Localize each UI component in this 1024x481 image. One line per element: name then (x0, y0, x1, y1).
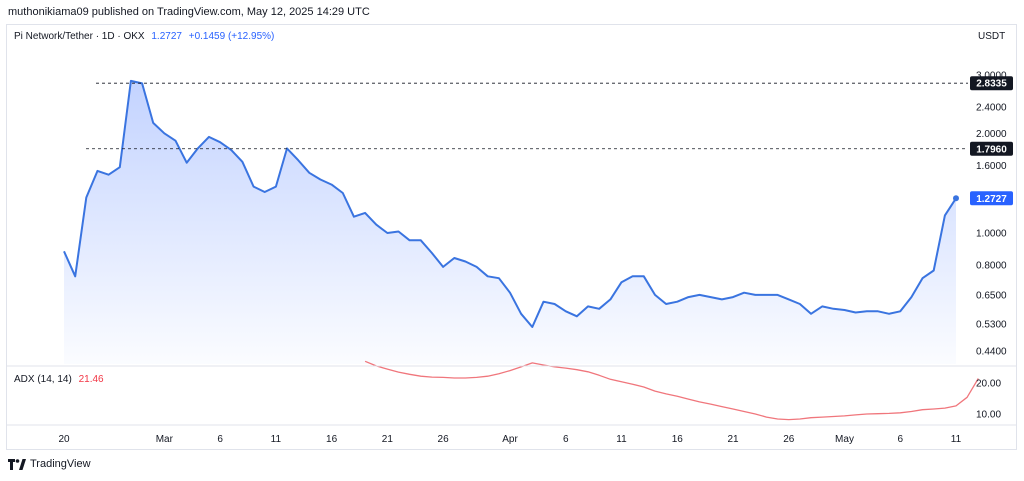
symbol-legend: Pi Network/Tether · 1D · OKX 1.2727 +0.1… (14, 31, 274, 42)
y-tick-label: 1.0000 (976, 228, 1007, 239)
x-tick-label: 16 (326, 434, 338, 445)
y-tick-label: 1.6000 (976, 161, 1007, 172)
x-tick-label: 20 (58, 434, 70, 445)
y-tick-label: 3.0000 (976, 71, 1007, 82)
y-tick-label: 0.6500 (976, 290, 1007, 301)
x-tick-label: 21 (382, 434, 394, 445)
x-tick-label: 11 (951, 434, 962, 445)
price-series-line (63, 79, 957, 328)
currency-label[interactable]: USDT (978, 31, 1006, 42)
x-tick-label: 6 (217, 434, 223, 445)
x-tick-label: Mar (156, 434, 174, 445)
symbol-label: Pi Network/Tether · 1D · OKX (14, 31, 145, 42)
x-tick-label: 11 (271, 434, 282, 445)
footer-brand: TradingView (30, 458, 91, 470)
y-tick-label: 2.0000 (976, 129, 1007, 140)
last-price-badge-label: 1.2727 (976, 194, 1007, 205)
price-level-label: 1.7960 (976, 144, 1007, 155)
last-price-badge (970, 191, 1013, 206)
x-tick-label: 6 (897, 434, 903, 445)
main-pane (63, 79, 968, 365)
adx-pane (364, 360, 979, 421)
publisher-line: muthonikiama09 published on TradingView.… (8, 6, 370, 18)
x-tick-label: 21 (727, 434, 739, 445)
x-tick-label: 6 (563, 434, 569, 445)
adx-value: 21.46 (78, 374, 104, 385)
price-area-fill (64, 80, 956, 365)
x-tick-label: May (835, 434, 854, 445)
x-tick-label: 26 (438, 434, 450, 445)
price-level-label: 2.8335 (976, 79, 1007, 90)
price-level-badge (970, 141, 1013, 156)
x-tick-label: Apr (502, 434, 518, 445)
x-tick-label: 16 (672, 434, 684, 445)
price-level-badge (970, 76, 1013, 91)
x-tick-label: 26 (783, 434, 795, 445)
adx-y-tick-label: 10.00 (976, 410, 1001, 421)
x-tick-label: 11 (616, 434, 627, 445)
tradingview-logo-icon (8, 458, 26, 470)
axes: 2.8335 1.7960 3.0000 2.4000 2.0000 1.6000 1.00… (7, 71, 1016, 445)
y-tick-label: 0.5300 (976, 320, 1007, 331)
y-tick-label: 2.4000 (976, 103, 1007, 114)
last-price: 1.2727 (151, 31, 182, 42)
adx-series-line (364, 360, 979, 421)
tradingview-footer[interactable]: TradingView (8, 458, 91, 470)
y-tick-label: 0.4400 (976, 347, 1007, 358)
adx-y-tick-label: 20.00 (976, 379, 1001, 390)
adx-legend: ADX (14, 14) 21.46 (14, 374, 104, 385)
adx-label: ADX (14, 14) (14, 374, 72, 385)
price-change: +0.1459 (+12.95%) (188, 31, 275, 42)
y-tick-label: 0.8000 (976, 261, 1007, 272)
last-price-dot (953, 195, 959, 202)
chart-frame (6, 24, 1017, 450)
